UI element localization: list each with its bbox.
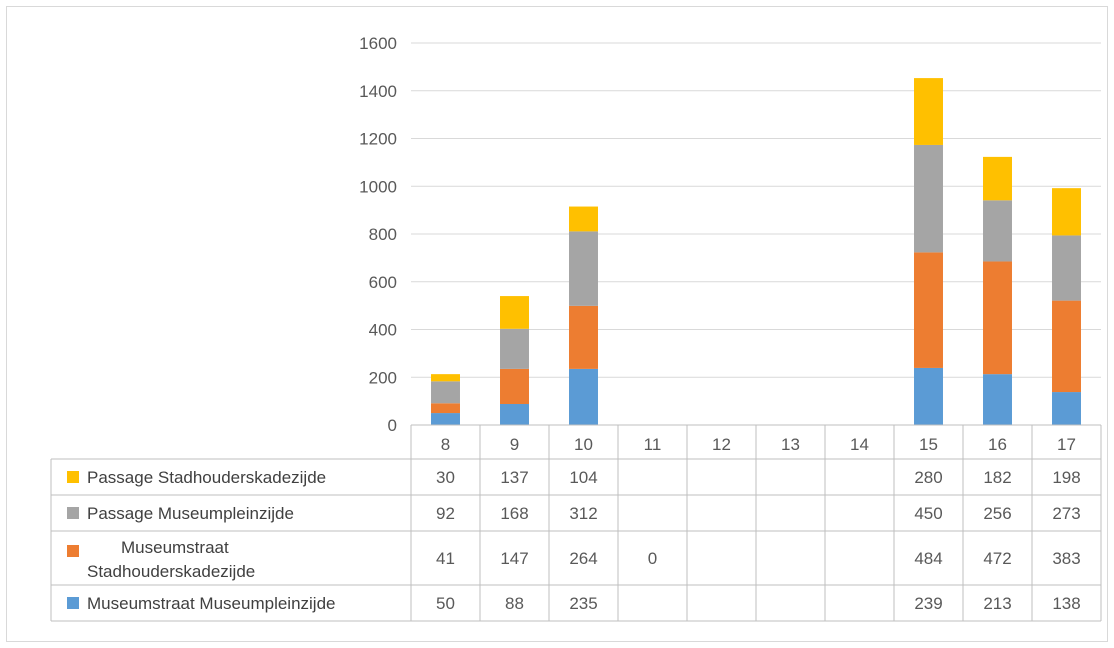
data-label: 92 [436, 504, 455, 523]
bar-segment [1052, 300, 1081, 393]
data-label: 264 [569, 549, 597, 568]
bar-segment [500, 296, 529, 329]
data-label: 168 [500, 504, 528, 523]
data-label: 235 [569, 594, 597, 613]
data-label: 0 [648, 549, 657, 568]
data-label: 88 [505, 594, 524, 613]
x-tick-label: 13 [781, 435, 800, 454]
legend-label: Museumstraat [121, 538, 229, 557]
bar-segment [431, 413, 460, 425]
data-label: 450 [914, 504, 942, 523]
bar-segment [914, 252, 943, 368]
data-label: 182 [983, 468, 1011, 487]
x-tick-label: 16 [988, 435, 1007, 454]
x-tick-label: 14 [850, 435, 869, 454]
bar-segment [1052, 392, 1081, 425]
bar-segment [983, 156, 1012, 201]
bar-segment [431, 403, 460, 414]
bar-segment [500, 368, 529, 404]
data-label: 104 [569, 468, 597, 487]
data-label: 30 [436, 468, 455, 487]
bar-segment [983, 200, 1012, 262]
data-label: 484 [914, 549, 942, 568]
y-tick-label: 1000 [359, 177, 397, 196]
y-tick-label: 1200 [359, 130, 397, 149]
legend-swatch [67, 597, 79, 609]
legend-swatch [67, 471, 79, 483]
legend-label: Passage Museumpleinzijde [87, 504, 294, 523]
bar-segment [914, 144, 943, 253]
x-tick-label: 8 [441, 435, 450, 454]
bar-segment [1052, 188, 1081, 236]
bar-segment [983, 261, 1012, 375]
data-label: 198 [1052, 468, 1080, 487]
bar-segment [569, 305, 598, 369]
x-tick-label: 10 [574, 435, 593, 454]
stacked-bar-chart: 0 200 400 600 800 1000 1200 1400 1600 8 9 10 11 12 13 1… [50, 34, 1102, 622]
bar-segment [1052, 235, 1081, 301]
legend-swatch [67, 545, 79, 557]
x-tick-label: 15 [919, 435, 938, 454]
x-tick-label: 9 [510, 435, 519, 454]
bar-segment [569, 368, 598, 425]
bar-segment [983, 374, 1012, 425]
data-label: 239 [914, 594, 942, 613]
data-label: 41 [436, 549, 455, 568]
bar-segment [500, 328, 529, 369]
data-label: 213 [983, 594, 1011, 613]
data-label: 280 [914, 468, 942, 487]
y-tick-label: 600 [369, 273, 397, 292]
x-tick-label: 12 [712, 435, 731, 454]
legend-label: Museumstraat Museumpleinzijde [87, 594, 336, 613]
y-tick-label: 200 [369, 368, 397, 387]
data-label: 256 [983, 504, 1011, 523]
data-label: 273 [1052, 504, 1080, 523]
y-tick-label: 0 [388, 416, 397, 435]
x-tick-label: 17 [1057, 435, 1076, 454]
bar-segment [500, 403, 529, 425]
bar-segment [431, 374, 460, 382]
bar-segment [914, 78, 943, 145]
bar-segment [569, 231, 598, 306]
y-tick-label: 1400 [359, 82, 397, 101]
y-tick-label: 400 [369, 321, 397, 340]
bar-segment [431, 381, 460, 404]
bar-segment [569, 206, 598, 232]
legend-label: Passage Stadhouderskadezijde [87, 468, 326, 487]
data-label: 383 [1052, 549, 1080, 568]
data-label: 137 [500, 468, 528, 487]
bar-segment [914, 367, 943, 425]
chart-frame: 0 200 400 600 800 1000 1200 1400 1600 8 9 10 11 12 13 1… [6, 6, 1108, 642]
legend-label: Stadhouderskadezijde [87, 562, 255, 581]
y-tick-label: 1600 [359, 34, 397, 53]
data-label: 138 [1052, 594, 1080, 613]
data-label: 147 [500, 549, 528, 568]
data-label: 312 [569, 504, 597, 523]
data-label: 50 [436, 594, 455, 613]
legend-swatch [67, 507, 79, 519]
data-label: 472 [983, 549, 1011, 568]
x-tick-label: 11 [644, 435, 662, 454]
y-tick-label: 800 [369, 225, 397, 244]
